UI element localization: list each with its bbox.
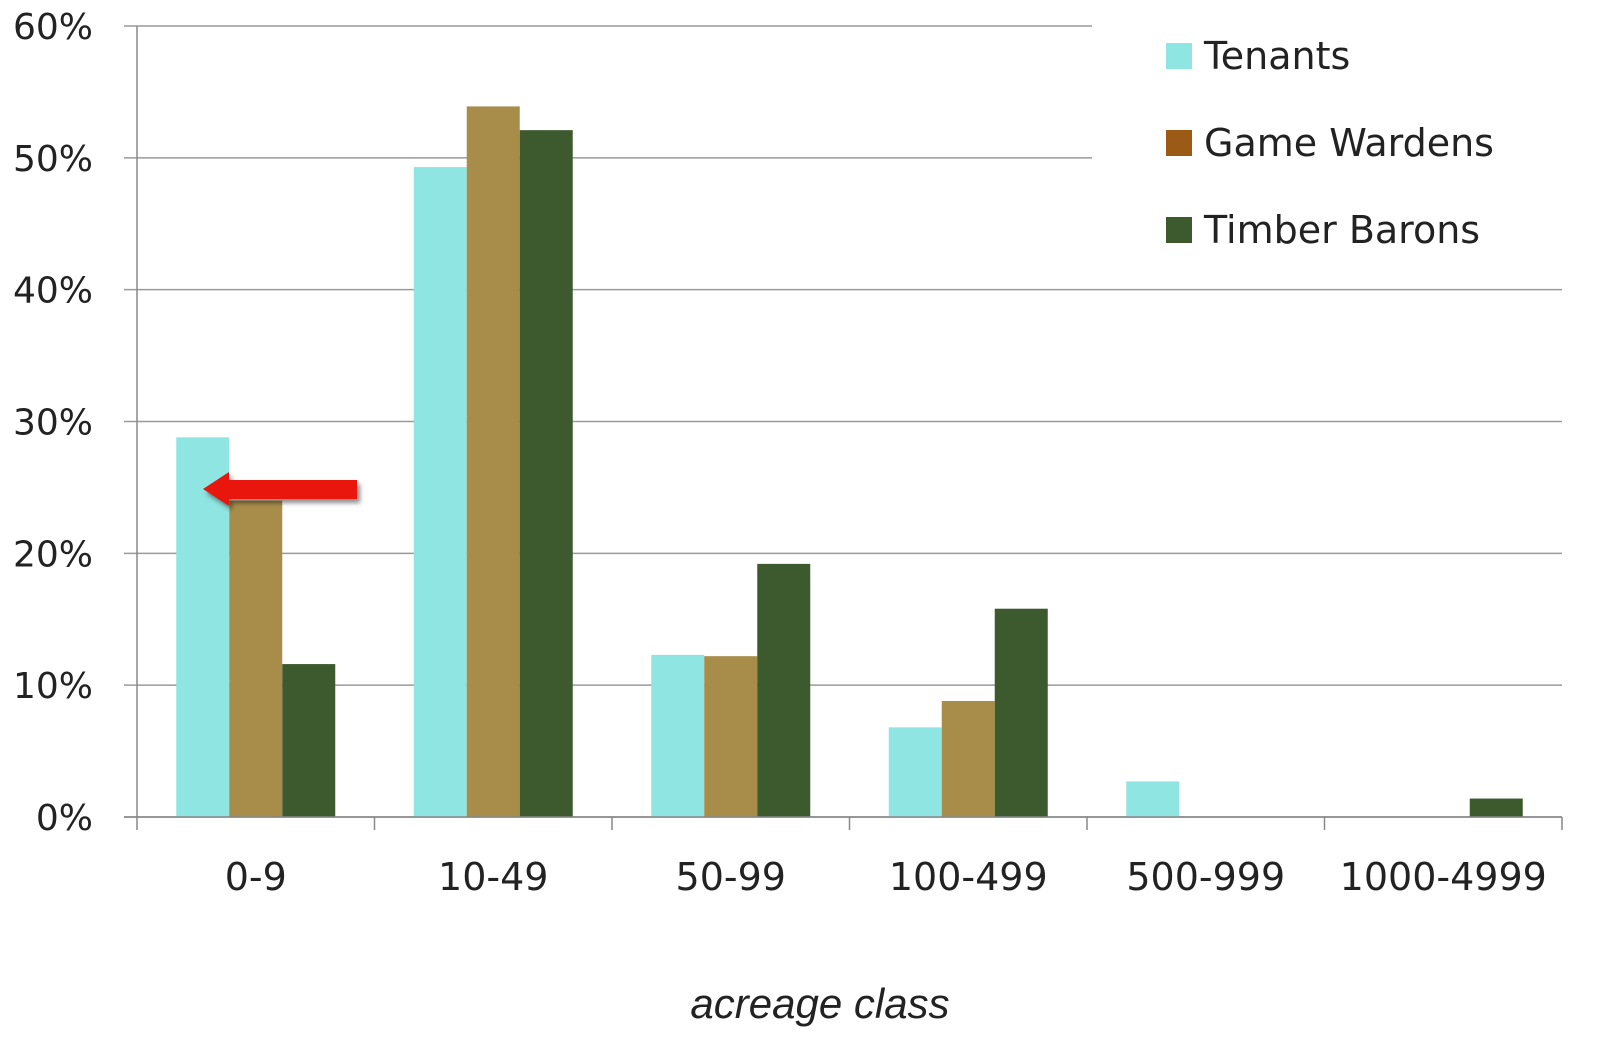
bar-tenants-0-9: [176, 437, 230, 817]
bar-game-wardens-10-49: [466, 106, 520, 817]
axes: [124, 26, 1563, 830]
y-axis-tick-labels: 0% 10% 20% 30% 40% 50% 60%: [13, 7, 93, 839]
red-arrow-icon: [203, 472, 357, 506]
x-tick-label: 500-999: [1126, 855, 1285, 899]
x-tick-label: 1000-4999: [1340, 855, 1547, 899]
y-tick-label: 60%: [13, 7, 93, 48]
bar-tenants-500-999: [1126, 781, 1180, 817]
x-tick-label: 100-499: [889, 855, 1048, 899]
legend-label: Timber Barons: [1203, 208, 1480, 252]
bar-timber-barons-100-499: [994, 608, 1048, 817]
legend-label: Tenants: [1203, 34, 1350, 78]
legend-label: Game Wardens: [1204, 121, 1494, 165]
legend-swatch: [1166, 217, 1192, 243]
gridlines: [124, 25, 1562, 818]
bar-timber-barons-1000-4999: [1469, 798, 1523, 817]
legend: Tenants Game Wardens Timber Barons: [1166, 34, 1494, 252]
y-tick-label: 30%: [13, 403, 93, 444]
x-tick-label: 0-9: [225, 855, 287, 899]
y-tick-label: 20%: [13, 534, 93, 575]
bar-timber-barons-50-99: [757, 563, 811, 817]
y-tick-label: 50%: [13, 139, 93, 180]
legend-swatch: [1166, 130, 1192, 156]
bar-game-wardens-50-99: [704, 656, 758, 817]
bar-game-wardens-0-9: [229, 500, 283, 817]
bars: [176, 106, 1523, 818]
legend-swatch: [1166, 43, 1192, 69]
x-axis-tick-labels: 0-9 10-49 50-99 100-499 500-999 1000-4999: [225, 855, 1547, 899]
y-tick-label: 40%: [13, 271, 93, 312]
y-tick-label: 0%: [36, 798, 93, 839]
bar-tenants-10-49: [413, 167, 467, 818]
bar-game-wardens-100-499: [941, 700, 995, 817]
x-tick-label: 50-99: [676, 855, 786, 899]
y-tick-label: 10%: [13, 666, 93, 707]
x-axis-title: acreage class: [690, 980, 949, 1027]
x-tick-label: 10-49: [438, 855, 548, 899]
annotations: [203, 472, 357, 506]
bar-tenants-50-99: [651, 654, 705, 817]
bar-timber-barons-0-9: [282, 664, 336, 817]
bar-timber-barons-10-49: [519, 130, 573, 818]
bar-tenants-100-499: [888, 727, 942, 817]
